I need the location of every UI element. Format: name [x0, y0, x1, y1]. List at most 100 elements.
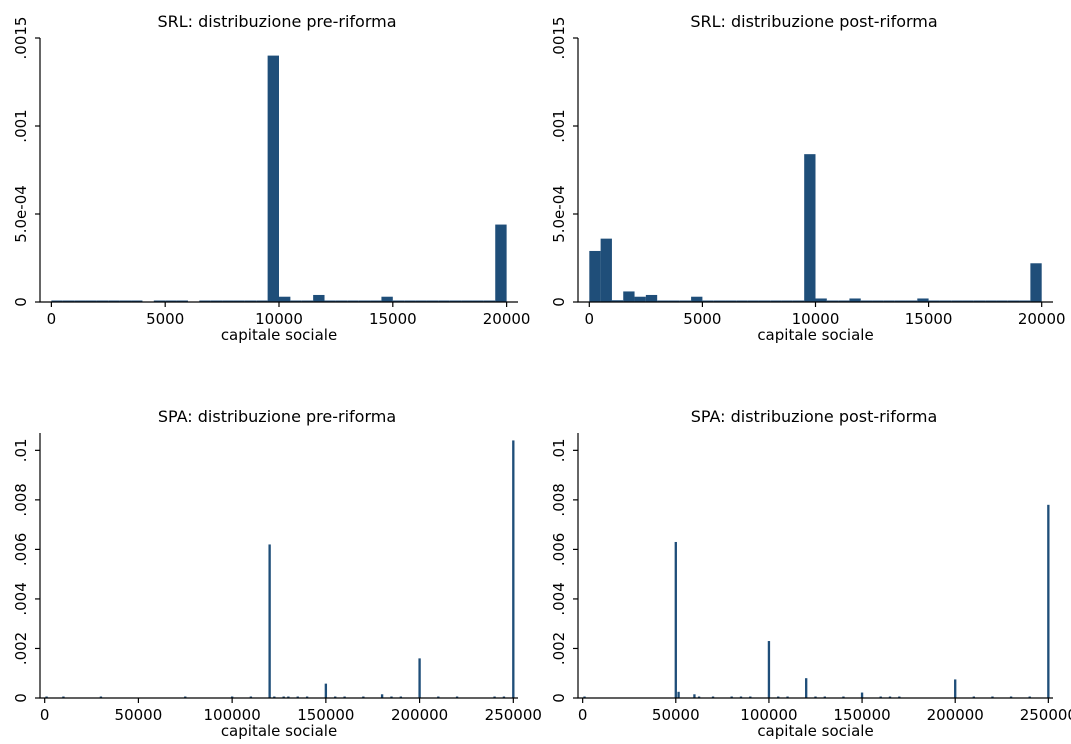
- histogram-bar: [282, 696, 285, 698]
- histogram-bar: [230, 696, 234, 698]
- y-tick-label: .004: [550, 582, 568, 615]
- histogram-bar: [589, 250, 601, 302]
- histogram-bar: [51, 300, 63, 302]
- histogram-bar: [45, 696, 48, 698]
- histogram-bar: [62, 300, 75, 302]
- histogram-bar: [842, 696, 845, 698]
- chart-title: SPA: distribuzione pre-riforma: [158, 407, 396, 426]
- histogram-bar: [380, 694, 384, 698]
- histogram-bar: [455, 696, 459, 698]
- histogram-bar: [928, 300, 940, 302]
- histogram-bar: [399, 696, 403, 698]
- histogram-bar: [786, 696, 789, 698]
- histogram-bar: [222, 300, 234, 302]
- histogram-bar: [99, 696, 103, 698]
- y-tick-label: 0: [550, 693, 568, 703]
- histogram-bar: [972, 696, 975, 698]
- x-tick-label: 200000: [391, 706, 448, 724]
- histogram-bar: [888, 696, 892, 698]
- histogram-bar: [1007, 300, 1020, 302]
- histogram-bar: [287, 696, 290, 698]
- histogram-bar: [814, 696, 817, 698]
- histogram-bar: [335, 300, 348, 302]
- y-tick-label: 5.0e-04: [12, 185, 30, 243]
- x-tick-label: 150000: [833, 706, 890, 724]
- histogram-bar: [256, 300, 268, 302]
- histogram-bar: [711, 696, 715, 698]
- y-tick-label: .002: [12, 632, 30, 665]
- histogram-bar: [273, 696, 276, 698]
- x-tick-label: 0: [40, 706, 50, 724]
- histogram-bar: [668, 300, 680, 302]
- chart-title: SRL: distribuzione pre-riforma: [157, 12, 396, 31]
- histogram-bar: [334, 696, 337, 698]
- x-tick-label: 250000: [1020, 706, 1071, 724]
- histogram-bar: [108, 300, 120, 302]
- histogram-bar: [583, 696, 586, 698]
- histogram-bar: [611, 300, 624, 302]
- histogram-bar: [1028, 696, 1031, 698]
- histogram-bar: [176, 300, 188, 302]
- histogram-bar: [279, 296, 291, 302]
- histogram-bar: [495, 224, 507, 302]
- y-tick-label: 0: [12, 693, 30, 703]
- histogram-bar: [392, 300, 405, 302]
- chart-title: SPA: distribuzione post-riforma: [691, 407, 938, 426]
- histogram-bar: [483, 300, 496, 302]
- y-tick-label: .004: [12, 582, 30, 615]
- histogram-bar: [199, 300, 211, 302]
- histogram-bar: [268, 544, 271, 698]
- histogram-bar: [657, 300, 669, 302]
- x-tick-label: 50000: [652, 706, 700, 724]
- histogram-bar: [894, 300, 906, 302]
- histogram-bar: [954, 679, 957, 698]
- histogram-bar: [1019, 300, 1031, 302]
- histogram-bar: [184, 696, 187, 698]
- histogram-bar: [1030, 263, 1042, 302]
- histogram-bar: [343, 696, 346, 698]
- histogram-bar: [347, 300, 359, 302]
- chart-panel-4: SPA: distribuzione post-riforma 0 .002 .004…: [550, 407, 1071, 740]
- histogram-bar: [951, 300, 963, 302]
- histogram-bar: [358, 300, 371, 302]
- histogram-bar: [512, 440, 515, 698]
- histogram-bar: [674, 541, 677, 698]
- x-tick-label: 15000: [905, 310, 953, 328]
- y-tick-label: .006: [550, 533, 568, 566]
- x-tick-label: 20000: [1018, 310, 1066, 328]
- histogram-bar: [849, 298, 861, 302]
- histogram-bar: [883, 300, 895, 302]
- x-axis-label: capitale sociale: [757, 326, 873, 344]
- histogram-bar: [165, 300, 177, 302]
- histogram-bar: [702, 300, 714, 302]
- histogram-bar: [939, 300, 952, 302]
- histogram-bar: [697, 696, 701, 698]
- histogram-bar: [872, 300, 884, 302]
- histogram-bar: [736, 300, 748, 302]
- y-tick-label: .0015: [550, 17, 568, 60]
- histogram-bar: [62, 696, 65, 698]
- histogram-bar: [962, 300, 974, 302]
- histogram-bar: [296, 696, 299, 698]
- chart-panel-1: SRL: distribuzione pre-riforma 0 5.0e-04 .0…: [12, 12, 530, 344]
- histogram-bar: [74, 300, 86, 302]
- histogram-bar: [290, 300, 302, 302]
- y-tick-label: 5.0e-04: [550, 185, 568, 243]
- y-tick-label: .001: [550, 109, 568, 142]
- histogram-bar: [96, 300, 109, 302]
- histogram-bar: [438, 300, 450, 302]
- histogram-bar: [418, 658, 421, 698]
- histogram-bar: [249, 696, 253, 698]
- histogram-bar: [917, 298, 929, 302]
- x-tick-label: 0: [585, 310, 595, 328]
- histogram-bar: [153, 300, 166, 302]
- x-tick-label: 10000: [255, 310, 303, 328]
- y-tick-label: .01: [12, 438, 30, 462]
- y-tick-label: 0: [12, 297, 30, 307]
- x-tick-label: 100000: [204, 706, 261, 724]
- histogram-bar: [415, 300, 427, 302]
- histogram-bar: [838, 300, 850, 302]
- histogram-bar: [804, 154, 816, 302]
